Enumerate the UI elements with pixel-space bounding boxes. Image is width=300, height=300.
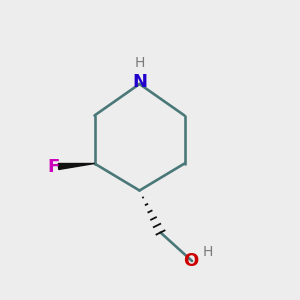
Polygon shape [58, 164, 94, 169]
Text: F: F [47, 158, 59, 175]
Text: N: N [132, 73, 147, 91]
Text: O: O [184, 252, 199, 270]
Text: H: H [202, 245, 213, 259]
Text: H: H [134, 56, 145, 70]
